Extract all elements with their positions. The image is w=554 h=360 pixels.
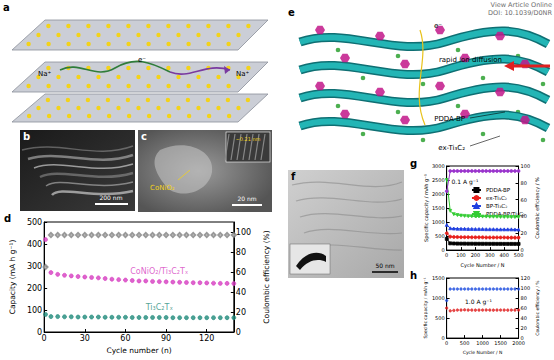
- svg-text:80: 80: [521, 295, 527, 301]
- svg-text:40: 40: [521, 315, 527, 321]
- svg-text:500: 500: [435, 233, 445, 239]
- svg-text:Na⁺: Na⁺: [236, 70, 250, 78]
- svg-text:e⁻: e⁻: [434, 22, 442, 30]
- svg-text:CoNiO₂: CoNiO₂: [150, 184, 175, 192]
- svg-text:1.0 A g⁻¹: 1.0 A g⁻¹: [465, 298, 492, 306]
- svg-text:Cycle Number / N: Cycle Number / N: [461, 262, 505, 269]
- svg-text:0.1 A g⁻¹: 0.1 A g⁻¹: [452, 178, 479, 186]
- svg-text:0: 0: [520, 247, 524, 254]
- svg-text:200: 200: [27, 284, 42, 293]
- svg-text:200: 200: [471, 252, 481, 258]
- svg-text:60: 60: [521, 197, 527, 203]
- svg-text:20: 20: [521, 325, 527, 331]
- svg-text:60: 60: [521, 305, 527, 311]
- svg-text:Na⁺: Na⁺: [38, 70, 52, 78]
- svg-text:Specific capacity / mAh g⁻¹: Specific capacity / mAh g⁻¹: [423, 277, 428, 338]
- svg-text:DOI: 10.1039/D0NR: DOI: 10.1039/D0NR: [488, 9, 552, 17]
- svg-text:PDDA-BP/Ti₃C₂: PDDA-BP/Ti₃C₂: [486, 211, 525, 217]
- svg-text:200 nm: 200 nm: [99, 194, 122, 201]
- svg-text:0: 0: [445, 340, 448, 346]
- svg-text:80: 80: [521, 180, 527, 186]
- svg-text:100: 100: [521, 163, 531, 169]
- svg-text:Coulombic efficiency / %: Coulombic efficiency / %: [534, 177, 541, 239]
- svg-text:rapid ion diffusion: rapid ion diffusion: [439, 56, 502, 64]
- svg-text:40: 40: [236, 288, 246, 297]
- svg-text:0: 0: [445, 252, 448, 258]
- svg-text:80: 80: [236, 248, 246, 257]
- svg-text:Ti₃C₂Tₓ: Ti₃C₂Tₓ: [145, 303, 174, 312]
- svg-text:BP-Ti₃C₂: BP-Ti₃C₂: [486, 203, 507, 209]
- svg-text:100: 100: [27, 306, 42, 315]
- svg-text:50 nm: 50 nm: [375, 262, 394, 269]
- svg-text:100: 100: [456, 252, 466, 258]
- svg-text:300: 300: [27, 262, 42, 271]
- svg-text:300: 300: [485, 252, 495, 258]
- svg-text:c: c: [141, 131, 147, 142]
- svg-text:a: a: [3, 2, 10, 13]
- svg-text:1500: 1500: [432, 275, 445, 281]
- svg-text:20 nm: 20 nm: [237, 195, 256, 202]
- svg-text:1500: 1500: [494, 340, 507, 346]
- svg-text:120: 120: [199, 334, 214, 343]
- svg-text:3000: 3000: [432, 163, 445, 169]
- svg-text:ex-Ti₃C₂: ex-Ti₃C₂: [438, 144, 465, 152]
- svg-text:e: e: [288, 7, 295, 18]
- svg-text:60: 60: [236, 268, 246, 277]
- svg-text:b: b: [23, 131, 30, 142]
- svg-text:400: 400: [27, 240, 42, 249]
- svg-text:20: 20: [236, 308, 246, 317]
- svg-text:~0.21 nm: ~0.21 nm: [236, 136, 261, 142]
- svg-text:h: h: [410, 270, 417, 281]
- svg-text:d: d: [4, 213, 11, 224]
- svg-text:400: 400: [499, 252, 509, 258]
- svg-text:1000: 1000: [476, 340, 489, 346]
- svg-text:0: 0: [37, 327, 43, 337]
- svg-text:0: 0: [42, 334, 47, 343]
- svg-text:1000: 1000: [432, 295, 445, 301]
- svg-text:Capacity (mA h g⁻¹): Capacity (mA h g⁻¹): [8, 240, 17, 315]
- svg-text:Coulombic efficiency (%): Coulombic efficiency (%): [262, 230, 271, 323]
- svg-text:Cycle Number / N: Cycle Number / N: [463, 350, 503, 355]
- svg-text:100: 100: [236, 228, 251, 237]
- svg-text:0: 0: [520, 335, 524, 342]
- svg-text:30: 30: [80, 334, 90, 343]
- svg-text:Coulombic efficiency / %: Coulombic efficiency / %: [535, 280, 540, 336]
- svg-text:PDDA-BP: PDDA-BP: [486, 187, 511, 193]
- svg-text:2000: 2000: [512, 340, 525, 346]
- svg-text:1000: 1000: [432, 219, 445, 225]
- svg-text:60: 60: [120, 334, 130, 343]
- svg-text:View Article Online: View Article Online: [491, 1, 552, 9]
- svg-text:0: 0: [236, 328, 241, 337]
- svg-text:CoNiO₂/Ti₃C₂Tₓ: CoNiO₂/Ti₃C₂Tₓ: [130, 267, 189, 276]
- svg-text:e⁻: e⁻: [138, 56, 146, 64]
- svg-text:g: g: [410, 158, 417, 169]
- svg-text:0: 0: [441, 247, 445, 254]
- svg-text:1500: 1500: [432, 205, 445, 211]
- svg-text:2000: 2000: [432, 191, 445, 197]
- svg-text:500: 500: [435, 315, 445, 321]
- svg-text:ex-Ti₃C₂: ex-Ti₃C₂: [486, 195, 507, 201]
- svg-text:100: 100: [521, 285, 531, 291]
- svg-text:Specific capacity / mAh g⁻¹: Specific capacity / mAh g⁻¹: [423, 174, 430, 242]
- svg-text:0: 0: [441, 335, 445, 342]
- svg-text:500: 500: [27, 218, 42, 227]
- svg-text:500: 500: [460, 340, 470, 346]
- svg-text:Cycle number (n): Cycle number (n): [106, 346, 171, 355]
- svg-text:120: 120: [521, 275, 531, 281]
- svg-text:2500: 2500: [432, 177, 445, 183]
- svg-text:500: 500: [514, 252, 524, 258]
- svg-text:f: f: [291, 171, 296, 182]
- svg-text:90: 90: [161, 334, 171, 343]
- svg-text:20: 20: [521, 230, 527, 236]
- svg-text:PDDA-BP: PDDA-BP: [434, 115, 465, 123]
